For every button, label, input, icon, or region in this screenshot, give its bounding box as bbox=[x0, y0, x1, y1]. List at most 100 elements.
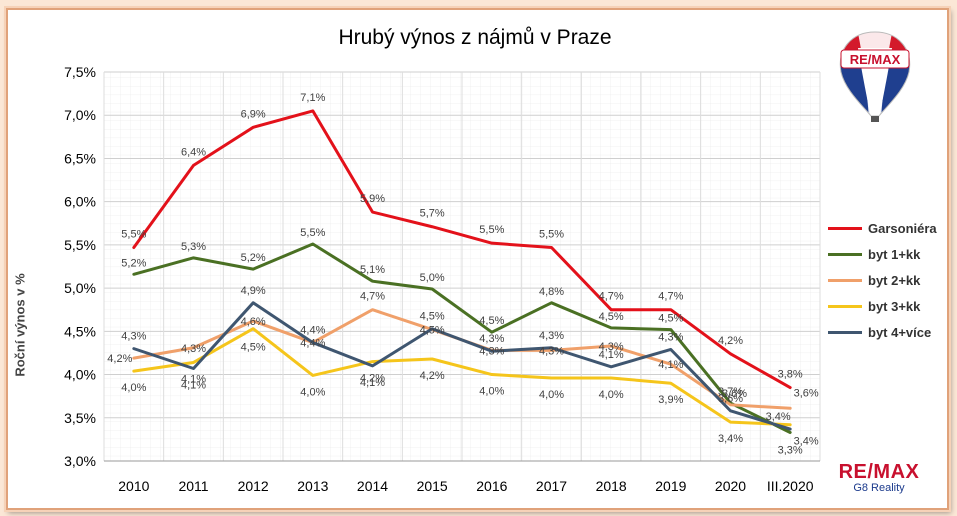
y-tick-label: 7,0% bbox=[64, 107, 96, 123]
legend-item: byt 3+kk bbox=[828, 295, 937, 317]
data-label: 4,1% bbox=[360, 377, 385, 389]
data-label: 5,0% bbox=[420, 272, 445, 284]
data-label: 3,3% bbox=[778, 444, 803, 456]
y-axis-label: Roční výnos v % bbox=[12, 273, 28, 377]
x-tick-label: 2015 bbox=[417, 478, 448, 494]
data-label: 4,3% bbox=[539, 345, 564, 357]
x-tick-label: 2013 bbox=[297, 478, 328, 494]
data-label: 4,3% bbox=[181, 343, 206, 355]
y-tick-label: 4,5% bbox=[64, 323, 96, 339]
x-tick-label: 2019 bbox=[655, 478, 686, 494]
data-label: 4,1% bbox=[181, 373, 206, 385]
data-label: 5,2% bbox=[241, 252, 266, 264]
legend-swatch bbox=[828, 226, 862, 230]
x-tick-label: 2020 bbox=[715, 478, 746, 494]
data-label: 3,7% bbox=[718, 386, 743, 398]
data-label: 5,5% bbox=[479, 224, 504, 236]
legend-label: byt 2+kk bbox=[868, 272, 921, 288]
data-label: 3,6% bbox=[718, 393, 743, 405]
brand-name: RE/MAX bbox=[838, 461, 920, 483]
data-label: 3,6% bbox=[794, 387, 819, 399]
x-tick-label: 2010 bbox=[118, 478, 149, 494]
brand-subtitle: G8 Reality bbox=[853, 482, 905, 494]
data-label: 4,1% bbox=[658, 359, 683, 371]
legend-item: byt 2+kk bbox=[828, 269, 937, 291]
data-label: 4,3% bbox=[479, 345, 504, 357]
data-label: 4,5% bbox=[241, 342, 266, 354]
legend-swatch bbox=[828, 330, 862, 334]
data-label: 4,3% bbox=[599, 341, 624, 353]
data-label: 5,2% bbox=[121, 257, 146, 269]
data-label: 6,4% bbox=[181, 146, 206, 158]
data-label: 3,4% bbox=[794, 436, 819, 448]
legend-label: byt 1+kk bbox=[868, 246, 921, 262]
data-label: 4,3% bbox=[658, 331, 683, 343]
x-tick-label: 2012 bbox=[238, 478, 269, 494]
legend-item: byt 1+kk bbox=[828, 243, 937, 265]
data-label: 4,1% bbox=[599, 349, 624, 361]
data-label: 4,2% bbox=[360, 373, 385, 385]
data-label: 4,0% bbox=[599, 389, 624, 401]
x-tick-label: 2016 bbox=[476, 478, 507, 494]
data-label: 3,8% bbox=[778, 369, 803, 381]
data-label: 3,4% bbox=[766, 411, 791, 423]
series-line bbox=[132, 327, 792, 427]
remax-balloon-logo: RE/MAX bbox=[839, 31, 911, 122]
series-line bbox=[132, 242, 792, 434]
legend: Garsoniéra byt 1+kk byt 2+kk byt 3+kk byt 4+… bbox=[828, 217, 937, 347]
y-tick-label: 6,5% bbox=[64, 150, 96, 166]
data-label: 5,3% bbox=[181, 241, 206, 253]
data-label: 5,5% bbox=[121, 228, 146, 240]
legend-swatch bbox=[828, 278, 862, 282]
legend-label: Garsoniéra bbox=[868, 220, 937, 236]
brand-logo: RE/MAX G8 Reality bbox=[834, 462, 924, 495]
data-label: 4,5% bbox=[658, 313, 683, 325]
svg-text:RE/MAX: RE/MAX bbox=[850, 52, 901, 67]
legend-swatch bbox=[828, 304, 862, 308]
x-tick-label: 2011 bbox=[178, 478, 208, 494]
x-tick-label: 2017 bbox=[536, 478, 567, 494]
data-label: 4,5% bbox=[420, 325, 445, 337]
series-line bbox=[132, 109, 792, 390]
data-label: 3,6% bbox=[722, 388, 747, 400]
legend-swatch bbox=[828, 252, 862, 256]
data-label: 7,1% bbox=[300, 92, 325, 104]
y-tick-label: 3,5% bbox=[64, 410, 96, 426]
data-label: 5,5% bbox=[539, 228, 564, 240]
data-label: 4,0% bbox=[539, 389, 564, 401]
data-label: 5,1% bbox=[360, 264, 385, 276]
data-label: 4,0% bbox=[479, 386, 504, 398]
data-label: 4,0% bbox=[300, 386, 325, 398]
data-label: 5,7% bbox=[420, 208, 445, 220]
data-label: 4,4% bbox=[300, 325, 325, 337]
y-tick-label: 3,0% bbox=[64, 453, 96, 469]
data-label: 4,7% bbox=[599, 291, 624, 303]
chart-title: Hrubý výnos z nájmů v Praze bbox=[338, 26, 612, 49]
data-label: 4,8% bbox=[539, 286, 564, 298]
legend-label: byt 3+kk bbox=[868, 298, 921, 314]
data-label: 3,9% bbox=[658, 394, 683, 406]
data-label: 4,7% bbox=[658, 291, 683, 303]
data-label: 4,3% bbox=[121, 331, 146, 343]
data-label: 6,9% bbox=[241, 108, 266, 120]
data-label: 5,9% bbox=[360, 193, 385, 205]
data-label: 4,3% bbox=[539, 330, 564, 342]
legend-label: byt 4+více bbox=[868, 324, 932, 340]
data-label: 4,5% bbox=[599, 311, 624, 323]
data-label: 4,3% bbox=[479, 333, 504, 345]
y-tick-label: 6,0% bbox=[64, 194, 96, 210]
data-label: 4,1% bbox=[181, 380, 206, 392]
data-label: 4,5% bbox=[479, 315, 504, 327]
data-label: 4,2% bbox=[107, 353, 132, 365]
y-tick-label: 5,5% bbox=[64, 237, 96, 253]
data-label: 5,5% bbox=[300, 227, 325, 239]
data-label: 4,5% bbox=[420, 311, 445, 323]
y-tick-label: 4,0% bbox=[64, 367, 96, 383]
data-label: 4,9% bbox=[241, 285, 266, 297]
data-label: 4,2% bbox=[420, 370, 445, 382]
x-tick-label: 2014 bbox=[357, 478, 388, 494]
data-label: 4,0% bbox=[121, 382, 146, 394]
data-label: 4,2% bbox=[718, 335, 743, 347]
legend-item: byt 4+více bbox=[828, 321, 937, 343]
